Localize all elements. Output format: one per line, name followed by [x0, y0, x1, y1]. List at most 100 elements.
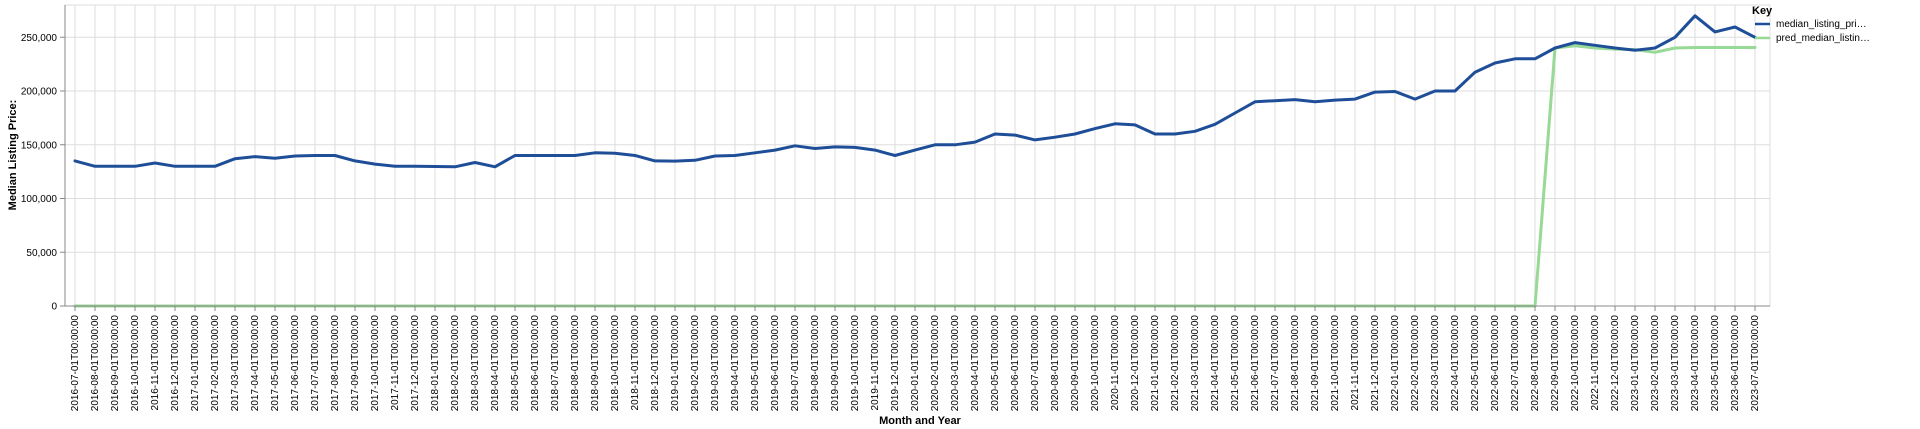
x-tick-label: 2016-10-01T00:00:00: [130, 315, 141, 412]
x-tick-label: 2021-12-01T00:00:00: [1370, 315, 1381, 412]
x-tick-label: 2019-11-01T00:00:00: [870, 315, 881, 411]
x-tick-label: 2021-11-01T00:00:00: [1350, 315, 1361, 411]
x-tick-label: 2019-02-01T00:00:00: [690, 315, 701, 412]
x-tick-label: 2017-04-01T00:00:00: [250, 315, 261, 412]
y-axis: 0 50,000 100,000 150,000 200,000 250,000: [21, 5, 65, 313]
x-tick-label: 2022-06-01T00:00:00: [1490, 315, 1501, 412]
x-tick-label: 2018-12-01T00:00:00: [650, 315, 661, 412]
x-tick-label: 2021-02-01T00:00:00: [1170, 315, 1181, 412]
x-tick-label: 2016-08-01T00:00:00: [90, 315, 101, 412]
legend-label: median_listing_pri…: [1776, 19, 1867, 30]
x-tick-label: 2020-02-01T00:00:00: [930, 315, 941, 412]
x-tick-label: 2020-06-01T00:00:00: [1010, 315, 1021, 412]
x-tick-label: 2020-04-01T00:00:00: [970, 315, 981, 412]
x-tick-label: 2023-07-01T00:00:00: [1750, 315, 1761, 412]
legend-label: pred_median_listin…: [1776, 33, 1870, 44]
x-tick-label: 2022-05-01T00:00:00: [1470, 315, 1481, 412]
x-tick-label: 2020-07-01T00:00:00: [1030, 315, 1041, 412]
x-tick-label: 2023-05-01T00:00:00: [1710, 315, 1721, 412]
x-tick-label: 2020-08-01T00:00:00: [1050, 315, 1061, 412]
x-tick-label: 2022-07-01T00:00:00: [1510, 315, 1521, 412]
x-tick-label: 2022-03-01T00:00:00: [1430, 315, 1441, 412]
x-tick-label: 2018-11-01T00:00:00: [630, 315, 641, 411]
x-tick-label: 2017-08-01T00:00:00: [330, 315, 341, 412]
x-tick-label: 2023-03-01T00:00:00: [1670, 315, 1681, 412]
x-tick-label: 2019-10-01T00:00:00: [850, 315, 861, 412]
y-tick-label: 50,000: [26, 248, 57, 259]
y-tick-label: 250,000: [21, 33, 58, 44]
y-tick-label: 0: [51, 302, 57, 313]
x-tick-label: 2016-07-01T00:00:00: [70, 315, 81, 412]
y-tick-label: 150,000: [21, 140, 58, 151]
x-tick-label: 2021-08-01T00:00:00: [1290, 315, 1301, 412]
x-tick-label: 2017-05-01T00:00:00: [270, 315, 281, 412]
x-tick-label: 2023-02-01T00:00:00: [1650, 315, 1661, 412]
x-tick-label: 2016-12-01T00:00:00: [170, 315, 181, 412]
x-tick-label: 2021-05-01T00:00:00: [1230, 315, 1241, 412]
x-tick-label: 2021-07-01T00:00:00: [1270, 315, 1281, 412]
x-tick-label: 2017-02-01T00:00:00: [210, 315, 221, 412]
x-tick-label: 2019-04-01T00:00:00: [730, 315, 741, 412]
x-tick-label: 2019-09-01T00:00:00: [830, 315, 841, 412]
x-axis-title: Month and Year: [879, 415, 961, 427]
x-tick-label: 2022-02-01T00:00:00: [1410, 315, 1421, 412]
x-tick-label: 2019-08-01T00:00:00: [810, 315, 821, 412]
x-tick-label: 2022-10-01T00:00:00: [1570, 315, 1581, 412]
x-tick-label: 2017-03-01T00:00:00: [230, 315, 241, 412]
x-tick-label: 2023-06-01T00:00:00: [1730, 315, 1741, 412]
x-tick-label: 2018-05-01T00:00:00: [510, 315, 521, 412]
x-tick-label: 2019-01-01T00:00:00: [670, 315, 681, 412]
y-tick-label: 100,000: [21, 194, 58, 205]
x-tick-label: 2018-02-01T00:00:00: [450, 315, 461, 412]
x-tick-label: 2022-04-01T00:00:00: [1450, 315, 1461, 412]
x-tick-label: 2020-12-01T00:00:00: [1130, 315, 1141, 412]
x-tick-label: 2022-01-01T00:00:00: [1390, 315, 1401, 412]
y-axis-title: Median Listing Price:: [7, 100, 19, 211]
x-tick-label: 2018-08-01T00:00:00: [570, 315, 581, 412]
x-tick-label: 2017-12-01T00:00:00: [410, 315, 421, 412]
x-tick-label: 2017-10-01T00:00:00: [370, 315, 381, 412]
x-tick-label: 2021-01-01T00:00:00: [1150, 315, 1161, 412]
y-tick-label: 200,000: [21, 87, 58, 98]
x-tick-label: 2019-12-01T00:00:00: [890, 315, 901, 412]
x-tick-label: 2022-12-01T00:00:00: [1610, 315, 1621, 412]
x-tick-label: 2018-04-01T00:00:00: [490, 315, 501, 412]
x-tick-label: 2017-11-01T00:00:00: [390, 315, 401, 411]
x-tick-label: 2020-03-01T00:00:00: [950, 315, 961, 412]
x-tick-label: 2018-10-01T00:00:00: [610, 315, 621, 412]
x-tick-label: 2018-07-01T00:00:00: [550, 315, 561, 412]
x-tick-label: 2017-01-01T00:00:00: [190, 315, 201, 412]
x-tick-label: 2021-09-01T00:00:00: [1310, 315, 1321, 412]
x-tick-label: 2017-07-01T00:00:00: [310, 315, 321, 412]
x-tick-label: 2022-08-01T00:00:00: [1530, 315, 1541, 412]
legend-title: Key: [1752, 5, 1773, 17]
x-tick-label: 2016-11-01T00:00:00: [150, 315, 161, 411]
x-tick-label: 2018-09-01T00:00:00: [590, 315, 601, 412]
x-tick-label: 2017-09-01T00:00:00: [350, 315, 361, 412]
x-tick-label: 2023-01-01T00:00:00: [1630, 315, 1641, 412]
x-tick-label: 2022-11-01T00:00:00: [1590, 315, 1601, 411]
x-tick-label: 2016-09-01T00:00:00: [110, 315, 121, 412]
x-tick-label: 2020-11-01T00:00:00: [1110, 315, 1121, 411]
x-tick-label: 2020-10-01T00:00:00: [1090, 315, 1101, 412]
x-tick-label: 2017-06-01T00:00:00: [290, 315, 301, 412]
x-tick-label: 2019-05-01T00:00:00: [750, 315, 761, 412]
x-tick-label: 2022-09-01T00:00:00: [1550, 315, 1561, 412]
x-tick-label: 2020-01-01T00:00:00: [910, 315, 921, 412]
x-tick-label: 2018-03-01T00:00:00: [470, 315, 481, 412]
x-tick-label: 2021-10-01T00:00:00: [1330, 315, 1341, 412]
x-tick-label: 2018-01-01T00:00:00: [430, 315, 441, 412]
x-tick-label: 2019-06-01T00:00:00: [770, 315, 781, 412]
x-axis: 2016-07-01T00:00:00 2016-08-01T00:00:00 20…: [65, 306, 1770, 411]
x-tick-label: 2019-07-01T00:00:00: [790, 315, 801, 412]
x-tick-label: 2021-06-01T00:00:00: [1250, 315, 1261, 412]
legend: Key median_listing_pri… pred_median_listi…: [1752, 5, 1870, 44]
x-tick-label: 2018-06-01T00:00:00: [530, 315, 541, 412]
x-tick-label: 2019-03-01T00:00:00: [710, 315, 721, 412]
x-tick-label: 2023-04-01T00:00:00: [1690, 315, 1701, 412]
x-tick-label: 2020-05-01T00:00:00: [990, 315, 1001, 412]
x-tick-label: 2021-04-01T00:00:00: [1210, 315, 1221, 412]
x-tick-label: 2021-03-01T00:00:00: [1190, 315, 1201, 412]
x-tick-label: 2020-09-01T00:00:00: [1070, 315, 1081, 412]
